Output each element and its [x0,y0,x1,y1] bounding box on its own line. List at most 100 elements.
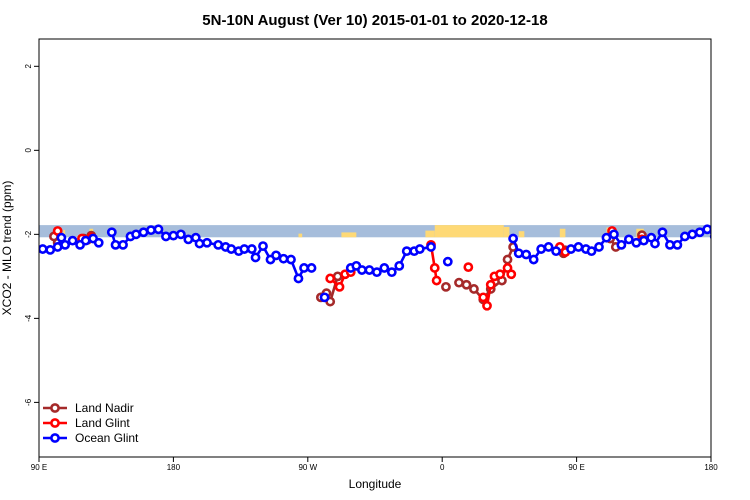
ocean-glint-point [306,263,317,273]
y-tick-label: 2 [24,64,33,69]
ocean-glint-point [426,242,436,252]
x-tick-label: 0 [440,463,445,472]
ocean-glint-point [319,292,330,303]
land-glint-point [463,262,474,273]
x-tick-label: 90 W [298,463,317,472]
ocean-glint-point [573,242,584,252]
ocean-glint-point [183,234,194,245]
ocean-glint-point [52,242,63,252]
series-layer [39,224,711,311]
land-nadir-point [502,254,513,265]
ocean-glint-point [118,239,128,250]
ocean-glint-point [161,231,171,242]
ocean-glint-point [687,229,698,240]
ocean-glint-point [357,265,367,275]
legend-swatch-marker [50,403,60,413]
ocean-glint-point [672,239,683,250]
ocean-glint-point [45,244,56,255]
ocean-glint-point [364,265,375,275]
legend-item-ocean-glint: Ocean Glint [43,431,139,445]
ocean-glint-point [239,244,250,254]
ocean-glint-point [93,237,104,248]
land-patch [63,229,66,238]
ocean-glint-point [657,227,668,238]
land-glint-point [334,281,345,292]
ocean-glint-point [623,234,634,245]
legend-label: Land Nadir [75,401,134,415]
land-nadir-point [332,271,343,282]
x-tick-label: 180 [704,463,718,472]
ocean-glint-point [226,244,237,254]
land-patch [425,230,435,238]
ocean-glint-point [286,254,296,265]
land-patch [518,231,525,238]
ocean-glint-point [168,230,179,241]
ocean-glint-point [601,232,612,243]
ocean-glint-point [379,263,390,273]
ocean-glint-point [394,260,405,271]
y-axis-label: XCO2 - MLO trend (ppm) [0,181,14,316]
ocean-glint-point [293,273,304,284]
ocean-glint-point [60,239,71,250]
ocean-glint-point [566,244,576,254]
ocean-glint-point [138,227,149,238]
ocean-glint-point [258,241,268,252]
ocean-glint-point [213,239,224,250]
ocean-glint-point [709,233,711,240]
legend-label: Ocean Glint [75,431,139,445]
land-glint-point [325,273,336,284]
y-axis: 2 0 -2 -4 -6 [24,64,39,406]
land-glint-point [482,300,492,311]
ocean-glint-point [679,231,690,242]
ocean-glint-point [536,244,547,254]
land-ocean-band [39,225,711,238]
land-nadir-point [441,281,451,292]
legend-swatch-marker [50,433,60,443]
ocean-glint-point [278,253,289,264]
land-nadir-point [469,284,479,294]
ocean-glint-point [414,244,425,254]
ocean-glint-point [110,239,121,250]
x-tick-label: 90 E [31,463,47,472]
ocean-glint-point [39,244,48,254]
chart-title: 5N-10N August (Ver 10) 2015-01-01 to 202… [202,12,547,29]
ocean-glint-point [153,224,164,235]
plot-frame [38,38,712,458]
ocean-glint-point [543,242,554,252]
land-glint-point [495,269,505,280]
ocean-glint-point [609,229,619,240]
ocean-glint-point [694,227,705,238]
land-glint-point [429,263,440,273]
land-nadir-point [461,279,472,290]
ocean-glint-point [67,235,78,246]
ocean-glint-point [202,237,212,248]
ocean-glint-point [246,244,257,254]
land-nadir-line [458,246,515,302]
ocean-glint-point [508,233,519,244]
ocean-glint-point [551,246,561,257]
y-tick-label: -4 [24,314,33,322]
y-tick-label: -6 [24,398,33,406]
y-tick-label: 0 [24,148,33,153]
land-patch [298,233,303,238]
ocean-band [39,225,711,238]
ocean-glint-point [56,232,67,243]
ocean-glint-point [194,238,205,249]
x-axis: 90 E 180 90 W 0 90 E 180 [31,457,718,472]
legend-label: Land Glint [75,416,130,430]
x-axis-label: Longitude [349,477,402,491]
ocean-glint-point [271,250,281,261]
ocean-glint-point [521,249,532,260]
legend-item-land-glint: Land Glint [43,416,130,430]
ocean-glint-point [616,239,627,250]
ocean-glint-point [131,229,141,240]
ocean-glint-point [442,256,453,267]
ocean-glint-point [386,267,397,278]
ocean-glint-point [175,229,186,240]
ocean-glint-point [665,239,675,250]
y-tick-label: -2 [24,230,33,238]
land-patch [503,226,510,238]
x-tick-label: 90 E [568,463,584,472]
ocean-glint-point [638,235,649,246]
